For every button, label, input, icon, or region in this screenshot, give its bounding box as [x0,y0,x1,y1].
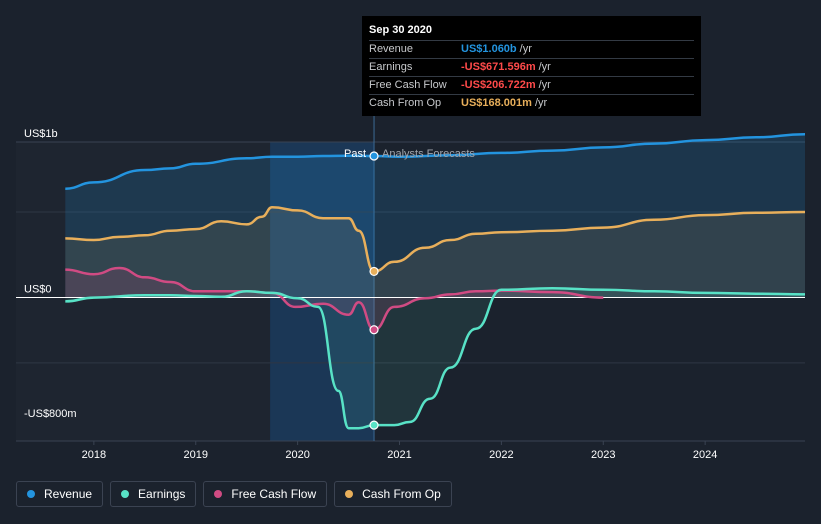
legend: Revenue Earnings Free Cash Flow Cash Fro… [16,481,459,507]
earnings-marker [369,420,379,430]
cash-from-op-area [65,207,806,298]
tooltip-row-cash-from-op: Cash From Op US$168.001m /yr [369,94,694,112]
legend-item-earnings[interactable]: Earnings [110,481,197,507]
tooltip-unit: /yr [538,79,551,91]
tooltip-unit: /yr [534,97,548,109]
tooltip-date: Sep 30 2020 [369,24,432,36]
legend-label: Cash From Op [362,487,441,501]
past-highlight-band [270,142,375,441]
tooltip-value: US$168.001m [461,97,532,109]
tooltip-label: Earnings [369,61,413,73]
legend-item-revenue[interactable]: Revenue [16,481,104,507]
cash-from-op-line [65,206,806,273]
free-cash-flow-dot-icon [214,490,223,498]
earnings-dot-icon [121,490,130,498]
legend-item-free-cash-flow[interactable]: Free Cash Flow [203,481,328,507]
x-tick-label: 2018 [82,449,106,461]
x-tick-label: 2023 [591,449,615,461]
tooltip-value: US$1.060b [461,43,517,55]
tooltip-row-revenue: Revenue US$1.060b /yr [369,40,694,58]
tooltip-label: Revenue [369,43,414,55]
tooltip-row-earnings: Earnings -US$671.596m /yr [369,58,694,76]
x-tick-label: 2020 [285,449,309,461]
legend-label: Earnings [138,487,186,501]
x-tick-label: 2019 [183,449,207,461]
y-tick-label: -US$800m [24,408,77,420]
legend-item-cash-from-op[interactable]: Cash From Op [334,481,452,507]
past-label: Past [344,148,366,160]
revenue-dot-icon [27,490,35,498]
tooltip-row-free-cash-flow: Free Cash Flow -US$206.722m /yr [369,76,694,94]
x-tick-label: 2024 [693,449,717,461]
earnings-line [65,286,806,430]
earnings-area [65,288,806,429]
tooltip: Sep 30 2020 Revenue US$1.060b /yr Earnin… [362,16,701,116]
free-cash-flow-marker [369,325,379,335]
legend-label: Free Cash Flow [231,487,317,501]
tooltip-label: Cash From Op [369,97,442,109]
tooltip-unit: /yr [538,61,551,73]
revenue-line [65,132,806,190]
x-tick-label: 2022 [489,449,513,461]
revenue-marker [369,151,379,161]
cash-from-op-marker [369,266,379,277]
legend-label: Revenue [44,487,93,501]
y-tick-label: US$1b [24,128,58,140]
forecast-label: Analysts Forecasts [382,148,475,160]
x-tick-label: 2021 [387,449,411,461]
free-cash-flow-area [65,268,604,330]
tooltip-label: Free Cash Flow [369,79,447,91]
revenue-area [65,134,806,298]
tooltip-unit: /yr [519,43,532,55]
tooltip-value: -US$206.722m [461,79,536,91]
y-tick-label: US$0 [24,284,52,296]
free-cash-flow-line [65,266,604,332]
cash-from-op-dot-icon [345,490,354,498]
tooltip-value: -US$671.596m [461,61,536,73]
